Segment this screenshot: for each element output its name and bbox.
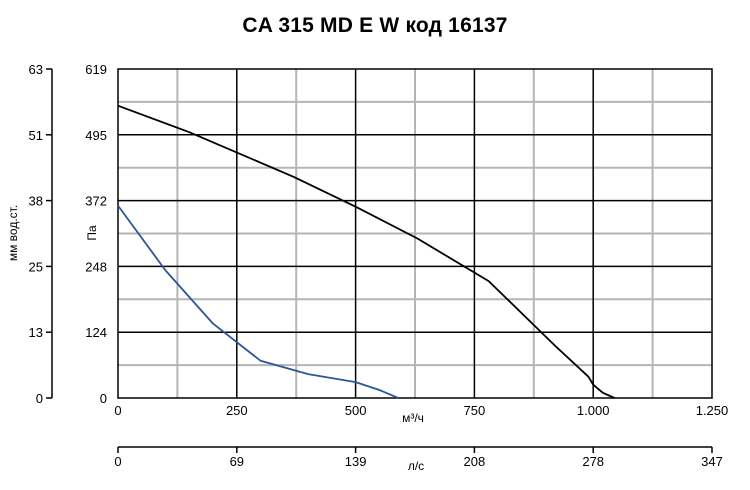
x-primary-tick-label: 1.000 xyxy=(577,403,610,418)
y-secondary-axis-label: мм вод.ст. xyxy=(6,205,20,261)
y-primary-tick-label: 0 xyxy=(100,391,107,406)
y-primary-tick-label: 124 xyxy=(85,325,107,340)
y-primary-tick-label: 619 xyxy=(85,62,107,77)
y-secondary-tick-label: 13 xyxy=(29,325,43,340)
chart-title: CA 315 MD E W код 16137 xyxy=(242,14,508,37)
y-secondary-tick-label: 38 xyxy=(29,194,43,209)
x-primary-tick-label: 500 xyxy=(345,403,367,418)
x-secondary-tick-label: 208 xyxy=(464,454,486,469)
series-line-2 xyxy=(117,205,399,399)
y-primary-tick-label: 495 xyxy=(85,128,107,143)
x-primary-tick-label: 1.250 xyxy=(696,403,729,418)
x-secondary-tick-label: 278 xyxy=(582,454,604,469)
x-primary-axis-label: м³/ч xyxy=(402,411,424,425)
y-primary-tick-label: 372 xyxy=(85,194,107,209)
series-line-1 xyxy=(117,104,615,399)
plot-frame xyxy=(117,68,713,399)
y-secondary-tick-label: 0 xyxy=(36,391,43,406)
x-secondary-tick-label: 0 xyxy=(114,454,121,469)
x-primary-tick-label: 250 xyxy=(226,403,248,418)
x-secondary-axis-label: л/с xyxy=(408,459,424,473)
x-primary-tick-label: 0 xyxy=(114,403,121,418)
y-primary-axis-label: Па xyxy=(85,225,99,241)
x-secondary-tick-label: 139 xyxy=(345,454,367,469)
y-secondary-tick-label: 25 xyxy=(29,259,43,274)
y-secondary-tick-label: 63 xyxy=(29,62,43,77)
y-secondary-tick-label: 51 xyxy=(29,128,43,143)
y-primary-tick-label: 248 xyxy=(85,259,107,274)
x-secondary-tick-label: 347 xyxy=(701,454,723,469)
x-secondary-tick-label: 69 xyxy=(230,454,244,469)
x-primary-tick-label: 750 xyxy=(464,403,486,418)
